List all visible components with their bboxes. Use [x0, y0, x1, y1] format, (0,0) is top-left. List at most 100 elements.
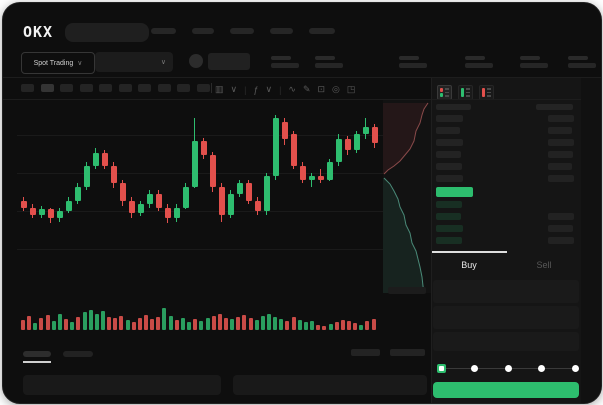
- candle-wick: [311, 172, 312, 187]
- pair-select[interactable]: ∨: [95, 52, 173, 72]
- ask-row-price[interactable]: [436, 115, 463, 122]
- order-total-field[interactable]: [433, 332, 579, 351]
- bottom-panel[interactable]: [23, 375, 221, 395]
- volume-bar: [76, 317, 81, 330]
- order-price-field[interactable]: [433, 280, 579, 303]
- ask-row-price[interactable]: [436, 139, 463, 146]
- timeframe-button[interactable]: [177, 84, 190, 92]
- candle: [272, 118, 279, 176]
- candle: [371, 127, 378, 143]
- candle: [182, 186, 189, 208]
- ticker-stat-value: [315, 63, 343, 68]
- ask-row-amount: [548, 139, 574, 146]
- volume-bar: [371, 319, 376, 330]
- token-icon: [189, 54, 203, 68]
- slider-stop[interactable]: [538, 364, 545, 372]
- timeframe-button[interactable]: [40, 84, 54, 92]
- orderbook-layout-asks-icon[interactable]: [479, 85, 494, 100]
- row-line: [466, 91, 470, 93]
- candle: [281, 121, 288, 140]
- chevron-down-icon[interactable]: ∨: [265, 84, 273, 94]
- candle: [200, 141, 207, 155]
- candle-style-icon[interactable]: ▥: [215, 84, 224, 94]
- header-action-button[interactable]: [208, 53, 250, 70]
- timeframe-button[interactable]: [79, 84, 93, 92]
- candle: [353, 134, 360, 150]
- timeframe-button[interactable]: [99, 84, 112, 92]
- volume-bar: [340, 320, 345, 330]
- nav-item[interactable]: [230, 28, 254, 34]
- chart-overlay-chip[interactable]: [388, 287, 426, 294]
- right-scroll-strip: [581, 78, 601, 403]
- ticker-stat-value: [399, 63, 427, 68]
- ask-row-price[interactable]: [436, 175, 463, 182]
- divider: [3, 77, 601, 78]
- ask-row-price[interactable]: [436, 127, 460, 134]
- settings-icon[interactable]: ◎: [332, 84, 340, 94]
- volume-bar: [131, 322, 136, 330]
- slider-stop[interactable]: [471, 364, 478, 372]
- volume-bar: [223, 318, 228, 330]
- orderbook-column-header-amount: [536, 104, 573, 110]
- volume-bar: [199, 321, 204, 330]
- nav-item[interactable]: [192, 28, 214, 34]
- timeframe-button[interactable]: [60, 84, 73, 92]
- fullscreen-icon[interactable]: ◳: [346, 84, 356, 94]
- buy-tab[interactable]: Buy: [461, 260, 477, 270]
- ask-row-amount: [548, 163, 572, 170]
- volume-bar: [303, 322, 308, 330]
- slider-stop[interactable]: [436, 363, 446, 373]
- bottom-chip[interactable]: [351, 349, 380, 356]
- bid-row-price[interactable]: [436, 213, 461, 220]
- timeframe-button[interactable]: [196, 84, 210, 92]
- timeframe-button[interactable]: [157, 84, 171, 92]
- orderbook-layout-split-icon[interactable]: [437, 85, 452, 100]
- bottom-panel[interactable]: [233, 375, 427, 395]
- search-input[interactable]: [65, 23, 149, 42]
- bottom-chip[interactable]: [390, 349, 425, 356]
- chart-canvas[interactable]: [3, 100, 431, 335]
- bottom-tab[interactable]: [23, 351, 51, 357]
- okx-logo[interactable]: OKX: [23, 23, 54, 41]
- volume-bar: [328, 324, 333, 330]
- indicator-icon[interactable]: ƒ: [253, 84, 259, 95]
- timeframe-button[interactable]: [21, 84, 34, 92]
- submit-order-button[interactable]: [433, 382, 579, 398]
- bid-row-price[interactable]: [436, 201, 462, 208]
- bid-row-price[interactable]: [436, 237, 462, 244]
- volume-bar: [125, 320, 130, 330]
- volume-bar: [168, 316, 173, 330]
- camera-icon[interactable]: ⊡: [317, 84, 326, 94]
- last-price-bar[interactable]: [436, 187, 473, 197]
- order-amount-field[interactable]: [433, 306, 579, 329]
- volume-bar: [88, 310, 93, 330]
- active-tab-indicator: [431, 251, 507, 253]
- slider-stop[interactable]: [571, 364, 579, 372]
- divider: [211, 83, 212, 93]
- nav-item[interactable]: [270, 28, 293, 34]
- ask-row-price[interactable]: [436, 163, 462, 170]
- asks-color-swatch: [482, 88, 485, 97]
- ask-row-price[interactable]: [436, 151, 461, 158]
- draw-tool-icon[interactable]: ✎: [302, 84, 311, 94]
- sell-tab[interactable]: Sell: [536, 260, 552, 270]
- timeframe-button[interactable]: [118, 84, 132, 92]
- volume-bar: [144, 315, 148, 330]
- line-tool-icon[interactable]: ∿: [288, 84, 296, 94]
- slider-stop[interactable]: [504, 364, 512, 372]
- volume-bar: [211, 316, 216, 330]
- nav-item[interactable]: [151, 28, 176, 34]
- bottom-tab[interactable]: [63, 351, 93, 357]
- chevron-down-icon[interactable]: ∨: [230, 84, 238, 94]
- slider-stop-inner: [438, 365, 444, 371]
- candle: [101, 153, 108, 166]
- candle: [245, 183, 252, 201]
- spot-trading-button[interactable]: Spot Trading ∨: [21, 52, 95, 74]
- nav-item[interactable]: [309, 28, 335, 34]
- volume-bar: [291, 317, 296, 330]
- bid-row-price[interactable]: [436, 225, 463, 232]
- orderbook-layout-bids-icon[interactable]: [458, 85, 473, 100]
- timeframe-button[interactable]: [138, 84, 151, 92]
- candle: [290, 134, 297, 166]
